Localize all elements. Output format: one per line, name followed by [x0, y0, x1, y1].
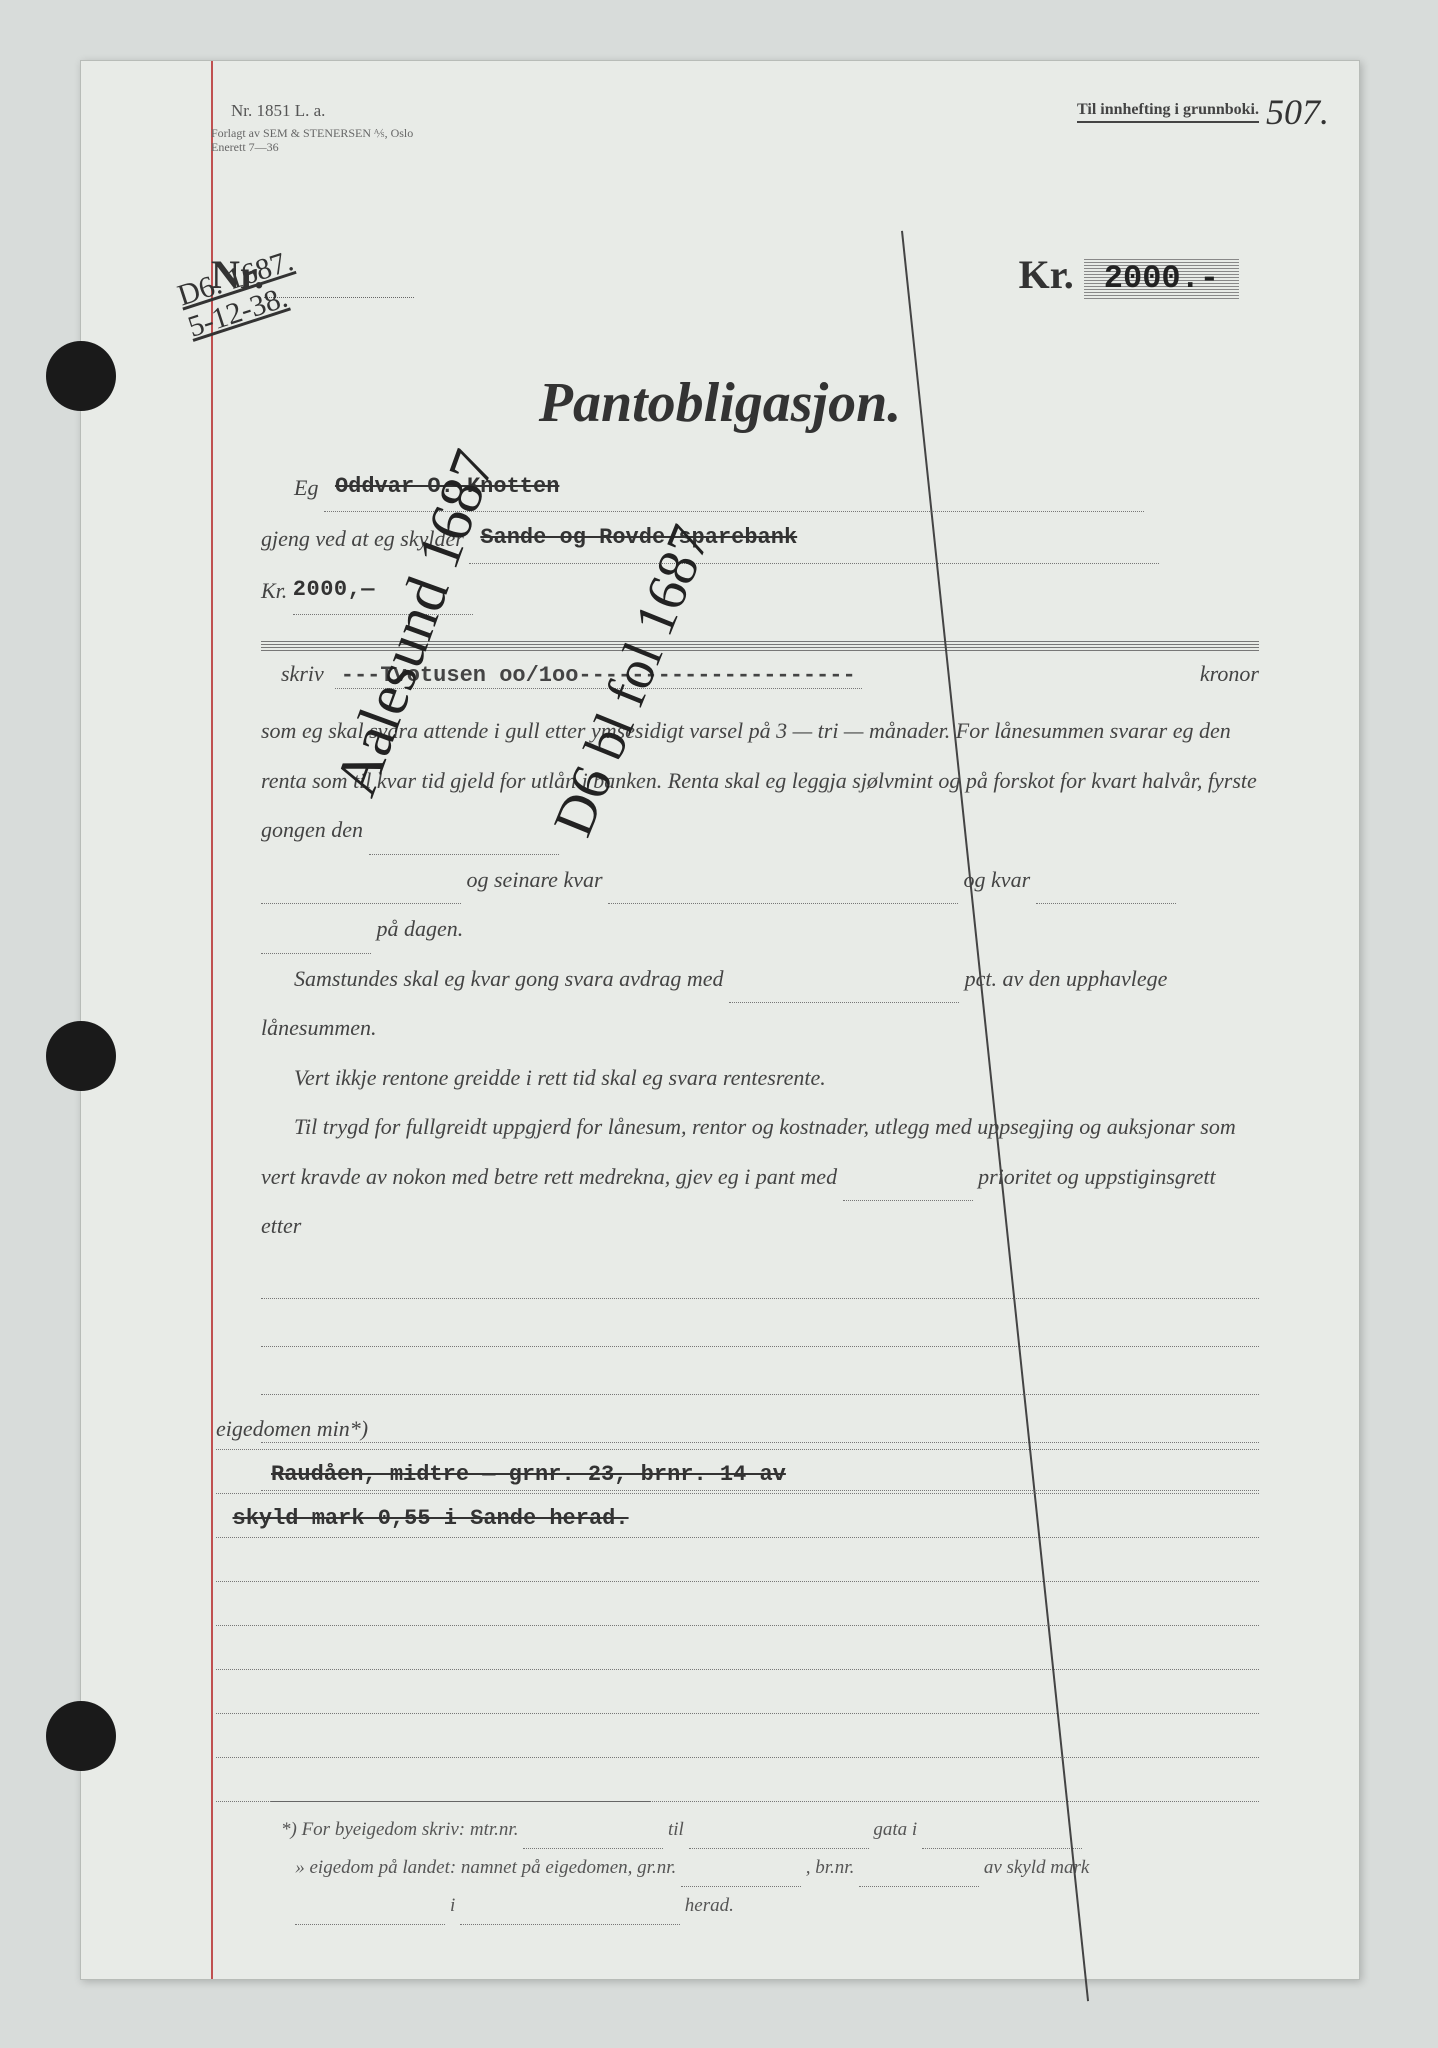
line-eg: Eg Oddvar O. Knotten [261, 461, 1259, 512]
handwritten-registration: D6. 1687. 5-12-38. [174, 244, 308, 344]
blank-field [729, 979, 959, 1003]
blank-field [843, 1177, 973, 1201]
blank-line [261, 1267, 1259, 1299]
eigedom-label: eigedomen min*) [216, 1416, 368, 1441]
footnote-star: *) [281, 1819, 297, 1840]
blank-line [216, 1582, 1259, 1626]
blank-field [261, 930, 371, 954]
blank-line [216, 1714, 1259, 1758]
publisher-info: Forlagt av SEM & STENERSEN ⅍, Oslo Enere… [211, 126, 413, 155]
kr-field: Kr. 2000.- [1019, 251, 1239, 299]
footnote-rule [271, 1801, 651, 1802]
footnote: *) For byeigedom skriv: mtr.nr. til gata… [281, 1811, 1259, 1925]
footnote3b: herad. [685, 1895, 734, 1916]
document-title: Pantobligasjon. [81, 371, 1359, 435]
publisher-line1: Forlagt av SEM & STENERSEN ⅍, Oslo [211, 126, 413, 140]
blank-field [922, 1825, 1082, 1849]
blank-field [460, 1901, 680, 1925]
footnote2b: , br.nr. [806, 1857, 855, 1878]
kr-label-inline: Kr. [261, 578, 287, 603]
footnote2a: » eigedom på landet: namnet på eigedomen… [295, 1857, 676, 1878]
blank-field [261, 880, 461, 904]
blank-field [295, 1901, 445, 1925]
property-line: skyld mark 0,55 i Sande herad. [216, 1494, 1259, 1538]
page-number-handwritten: 507. [1266, 91, 1329, 133]
form-number: Nr. 1851 L. a. [231, 101, 325, 121]
blank-field [523, 1825, 663, 1849]
blank-field [1036, 880, 1176, 904]
blank-field [689, 1825, 869, 1849]
kr-amount: 2000.- [1084, 258, 1239, 299]
footnote1b: til [668, 1819, 684, 1840]
kronor-label: kronor [1200, 661, 1259, 687]
property-section: eigedomen min*) Raudåen, midtre — grnr. … [216, 1406, 1259, 1802]
blank-field [859, 1863, 979, 1887]
blank-line [216, 1670, 1259, 1714]
publisher-line2: Enerett 7—36 [211, 140, 279, 154]
punch-hole [46, 1021, 116, 1091]
property-line: Raudåen, midtre — grnr. 23, brnr. 14 av [216, 1450, 1259, 1494]
document-page: Nr. 1851 L. a. Forlagt av SEM & STENERSE… [80, 60, 1360, 1980]
top-right-label: Til innhefting i grunnboki. [1077, 101, 1259, 123]
skriv-label: skriv [281, 661, 324, 686]
footnote1c: gata i [873, 1819, 917, 1840]
property-value-1: Raudåen, midtre — grnr. 23, brnr. 14 av [271, 1462, 786, 1487]
margin-red-line [211, 61, 213, 1979]
para4: Vert ikkje rentone greidde i rett tid sk… [294, 1065, 826, 1090]
creditor-value: Sande og Rovde sparebank [480, 525, 797, 550]
para2a: og seinare kvar [467, 867, 603, 892]
eg-label: Eg [294, 475, 318, 500]
blank-line [216, 1758, 1259, 1802]
property-value-2: skyld mark 0,55 i Sande herad. [233, 1506, 629, 1531]
kr-label: Kr. [1019, 252, 1074, 297]
para3: Samstundes skal eg kvar gong svara avdra… [294, 966, 724, 991]
blank-field [369, 831, 559, 855]
blank-field [608, 880, 958, 904]
footnote1a: For byeigedom skriv: mtr.nr. [302, 1819, 519, 1840]
punch-hole [46, 1701, 116, 1771]
eigedom-label-line: eigedomen min*) [216, 1406, 1259, 1450]
blank-line [261, 1315, 1259, 1347]
para2c: på dagen. [377, 916, 464, 941]
kr-value-inline: 2000,— [293, 577, 375, 602]
main-body-text: som eg skal svara attende i gull etter y… [261, 706, 1259, 1491]
blank-line [261, 1363, 1259, 1395]
blank-line [216, 1538, 1259, 1582]
footnote3a: i [450, 1895, 455, 1916]
blank-field [681, 1863, 801, 1887]
blank-line [216, 1626, 1259, 1670]
creditor-field: Sande og Rovde sparebank [469, 512, 1159, 563]
para2b: og kvar [964, 867, 1031, 892]
